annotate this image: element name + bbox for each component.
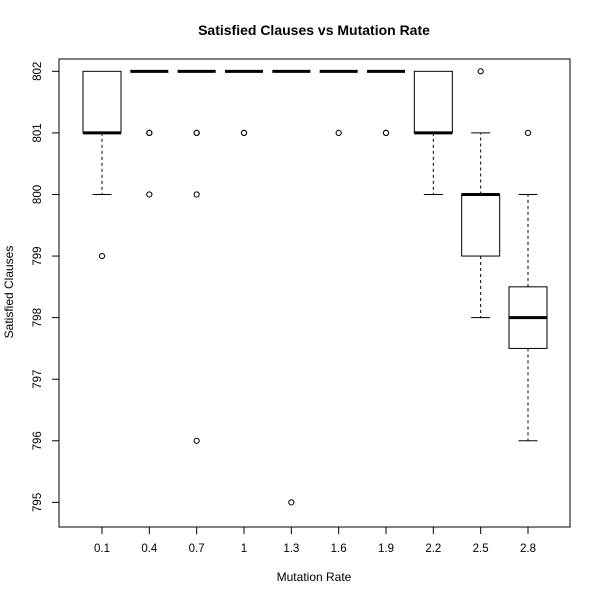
x-tick-label: 1.9: [378, 543, 394, 555]
y-tick-label: 802: [32, 62, 44, 81]
box: [461, 193, 501, 257]
box-group: [413, 70, 453, 195]
x-tick-label: 0.7: [189, 543, 205, 555]
box: [82, 70, 122, 134]
x-tick-label: 0.1: [94, 543, 110, 555]
x-tick-label: 2.2: [425, 543, 441, 555]
box-group: [367, 69, 405, 136]
y-tick-label: 797: [32, 370, 44, 389]
y-tick-label: 801: [32, 123, 44, 142]
x-tick-label: 1.6: [331, 543, 347, 555]
box-group: [82, 70, 122, 260]
outlier-point: [524, 129, 532, 136]
box-group: [508, 129, 548, 442]
y-tick-label: 795: [32, 493, 44, 512]
y-tick-label: 800: [32, 185, 44, 204]
x-tick-label: 1: [241, 543, 247, 555]
outlier-point: [335, 129, 342, 136]
x-tick-label: 1.3: [283, 543, 299, 555]
outlier-point: [240, 129, 248, 136]
box: [413, 70, 453, 134]
outlier-point: [193, 129, 200, 136]
outlier-point: [146, 129, 153, 136]
box-group: [130, 69, 169, 198]
box-group: [177, 69, 216, 444]
y-tick-label: 799: [32, 246, 44, 265]
x-axis-label: Mutation Rate: [277, 570, 352, 584]
box-group: [272, 69, 311, 506]
x-tick-label: 2.8: [520, 543, 536, 555]
outlier-point: [193, 437, 200, 444]
y-tick-label: 796: [32, 431, 44, 450]
outlier-point: [382, 129, 390, 136]
outlier-point: [193, 191, 200, 198]
outlier-point: [477, 68, 484, 75]
x-axis: 0.1 0.4 0.7 1 1.3 1.6 1.9 2.2 2.5 2.8: [94, 526, 536, 555]
y-axis: 795 796 797 798 799 800 801 802: [32, 62, 60, 512]
outlier-point: [146, 191, 153, 198]
chart-title: Satisfied Clauses vs Mutation Rate: [198, 22, 430, 38]
outlier-point: [288, 499, 295, 506]
box-group: [461, 68, 501, 319]
x-tick-label: 2.5: [473, 543, 489, 555]
x-tick-label: 0.4: [141, 543, 158, 555]
box-series: [82, 68, 548, 506]
y-tick-label: 798: [32, 308, 44, 327]
outlier-point: [98, 252, 106, 260]
box-group: [319, 69, 358, 136]
y-axis-label: Satisfied Clauses: [2, 246, 16, 339]
box-group: [225, 69, 263, 136]
